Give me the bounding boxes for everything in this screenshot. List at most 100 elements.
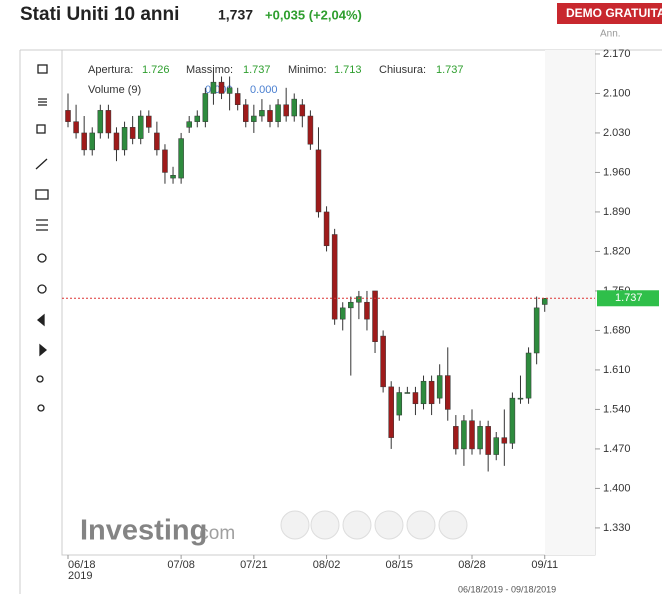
candle-body bbox=[299, 104, 306, 117]
candle-body bbox=[396, 392, 403, 416]
x-year-label: 2019 bbox=[68, 570, 92, 582]
toolbar[interactable] bbox=[35, 64, 49, 412]
watermark: Investing bbox=[80, 515, 207, 547]
candle-body bbox=[493, 437, 499, 455]
candle-body bbox=[73, 121, 79, 134]
candle-body bbox=[146, 115, 152, 128]
candle-body bbox=[485, 426, 491, 455]
candle-body bbox=[97, 110, 104, 134]
candle-body bbox=[428, 380, 435, 405]
demo-button[interactable] bbox=[557, 3, 662, 24]
candle-body bbox=[121, 127, 128, 151]
watermark: .com bbox=[194, 523, 235, 544]
candle-body bbox=[453, 426, 459, 450]
candle-body bbox=[525, 352, 532, 399]
candle-body bbox=[162, 149, 168, 173]
candle-body bbox=[501, 437, 508, 444]
y-tick-label: 2.030 bbox=[603, 127, 631, 139]
candle-body bbox=[315, 149, 322, 213]
close-label: Chiusura: bbox=[379, 64, 426, 76]
candle-body bbox=[348, 301, 354, 309]
candle-body bbox=[65, 110, 71, 122]
y-tick-label: 1.960 bbox=[603, 166, 631, 178]
x-tick-label: 08/15 bbox=[386, 559, 414, 571]
low-value: 1.713 bbox=[334, 64, 362, 76]
x-tick-label: 08/02 bbox=[313, 559, 341, 571]
candle-body bbox=[461, 420, 467, 450]
candle-body bbox=[105, 110, 112, 134]
candle-body bbox=[404, 392, 411, 394]
open-value: 1.726 bbox=[142, 64, 170, 76]
y-tick-label: 1.330 bbox=[603, 522, 631, 534]
candle-body bbox=[420, 380, 427, 405]
candle-body bbox=[226, 87, 233, 94]
candle-body bbox=[469, 420, 475, 450]
candle-body bbox=[178, 138, 184, 179]
y-tick-label: 1.540 bbox=[603, 403, 631, 415]
candle-body bbox=[113, 132, 120, 151]
candle-body bbox=[364, 301, 370, 320]
candle-body bbox=[154, 132, 160, 151]
candle-body bbox=[517, 397, 524, 400]
open-label: Apertura: bbox=[88, 64, 133, 76]
candle-body bbox=[509, 397, 516, 444]
price: 1,737 bbox=[218, 7, 253, 23]
nav-buttons[interactable] bbox=[280, 510, 468, 540]
y-tick-label: 1.820 bbox=[603, 245, 631, 257]
last-price-label: 1.737 bbox=[615, 292, 643, 304]
x-tick-label: 07/08 bbox=[167, 559, 195, 571]
candle-body bbox=[477, 426, 483, 450]
future-area bbox=[545, 50, 595, 555]
y-tick-label: 1.890 bbox=[603, 206, 631, 218]
x-tick-label: 09/11 bbox=[531, 559, 558, 571]
candle-body bbox=[234, 93, 241, 105]
candle-body bbox=[81, 132, 87, 151]
y-tick-label: 2.100 bbox=[603, 87, 631, 99]
candle-body bbox=[533, 307, 540, 354]
candle-body bbox=[445, 375, 451, 410]
y-tick-label: 1.610 bbox=[603, 364, 631, 376]
y-tick-label: 1.470 bbox=[603, 443, 631, 455]
candle-body bbox=[380, 335, 386, 388]
candle-body bbox=[541, 298, 548, 305]
y-tick-label: 1.680 bbox=[603, 324, 631, 336]
candle-body bbox=[129, 127, 136, 139]
candle-body bbox=[436, 375, 443, 399]
x-tick-label: 07/21 bbox=[240, 559, 268, 571]
high-label: Massimo: bbox=[186, 64, 233, 76]
x-tick-label: 08/28 bbox=[458, 559, 486, 571]
candle-body bbox=[388, 386, 394, 438]
candle-body bbox=[356, 296, 362, 303]
date-range: 06/18/2019 - 09/18/2019 bbox=[458, 584, 556, 594]
candle-body bbox=[283, 104, 289, 117]
candle-body bbox=[194, 115, 201, 122]
volume-label: Volume (9) bbox=[88, 84, 141, 96]
candle-body bbox=[170, 175, 176, 179]
high-value: 1.737 bbox=[243, 64, 271, 76]
candle-body bbox=[202, 93, 209, 122]
candle-body bbox=[218, 81, 225, 94]
candle-body bbox=[267, 110, 273, 122]
x-tick-label: 06/18 bbox=[68, 559, 96, 571]
volume-value: 0.000 bbox=[250, 84, 278, 96]
candle-body bbox=[291, 98, 297, 117]
close-value: 1.737 bbox=[436, 64, 464, 76]
candle-body bbox=[243, 104, 249, 122]
candle-body bbox=[412, 392, 419, 405]
candle-body bbox=[372, 290, 378, 342]
candle-body bbox=[331, 234, 338, 320]
candle-body bbox=[186, 121, 192, 128]
candle-body bbox=[137, 115, 144, 139]
y-tick-label: 2.170 bbox=[603, 48, 631, 60]
candle-body bbox=[251, 115, 257, 122]
candle-body bbox=[323, 211, 330, 247]
y-tick-label: 1.400 bbox=[603, 482, 631, 494]
candle-body bbox=[275, 104, 281, 122]
demo-button-label[interactable]: DEMO GRATUITA bbox=[566, 6, 662, 20]
low-label: Minimo: bbox=[288, 64, 327, 76]
candle-body bbox=[339, 307, 346, 320]
period[interactable]: Ann. bbox=[600, 29, 621, 40]
candle-body bbox=[307, 115, 314, 145]
